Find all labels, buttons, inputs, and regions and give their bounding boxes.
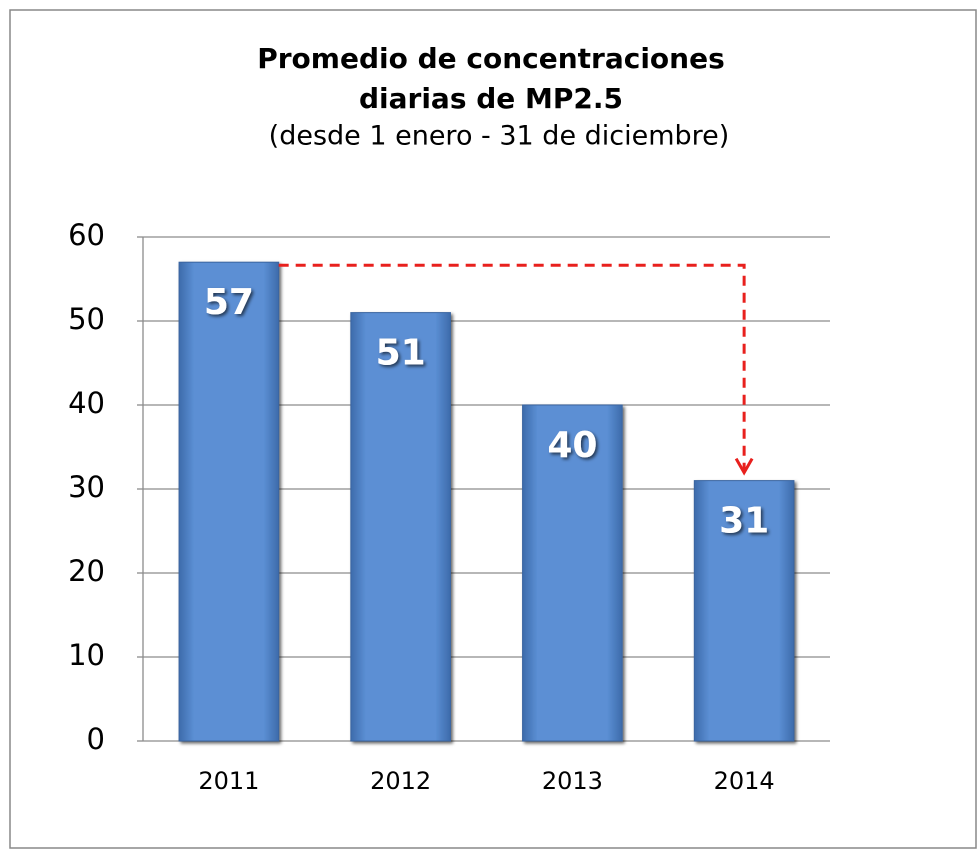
x-tick-label: 2012 (370, 767, 431, 795)
bar (178, 261, 280, 742)
y-tick-label: 50 (68, 302, 105, 336)
y-tick-label: 60 (68, 218, 105, 252)
arrow-head (734, 457, 754, 476)
chart-title: diarias de MP2.5 (359, 82, 623, 115)
value-label: 57 (204, 282, 254, 323)
value-label: 40 (547, 425, 597, 466)
x-tick-label: 2011 (198, 767, 259, 795)
value-label: 51 (376, 333, 426, 374)
bar (350, 312, 451, 742)
chart-subtitle: (desde 1 enero - 31 de diciembre) (269, 121, 730, 152)
value-label: 31 (719, 501, 769, 542)
chart-title: Promedio de concentraciones (257, 42, 725, 75)
y-tick-label: 10 (68, 638, 105, 672)
x-tick-label: 2013 (542, 767, 603, 795)
bar (522, 404, 623, 742)
y-tick-label: 40 (68, 386, 105, 420)
arrow (278, 263, 746, 473)
frame (9, 9, 977, 849)
bar (693, 480, 795, 742)
x-tick-label: 2014 (714, 767, 775, 795)
y-tick-label: 30 (68, 470, 105, 504)
y-tick-label: 0 (87, 722, 105, 756)
y-tick-label: 20 (68, 554, 105, 588)
